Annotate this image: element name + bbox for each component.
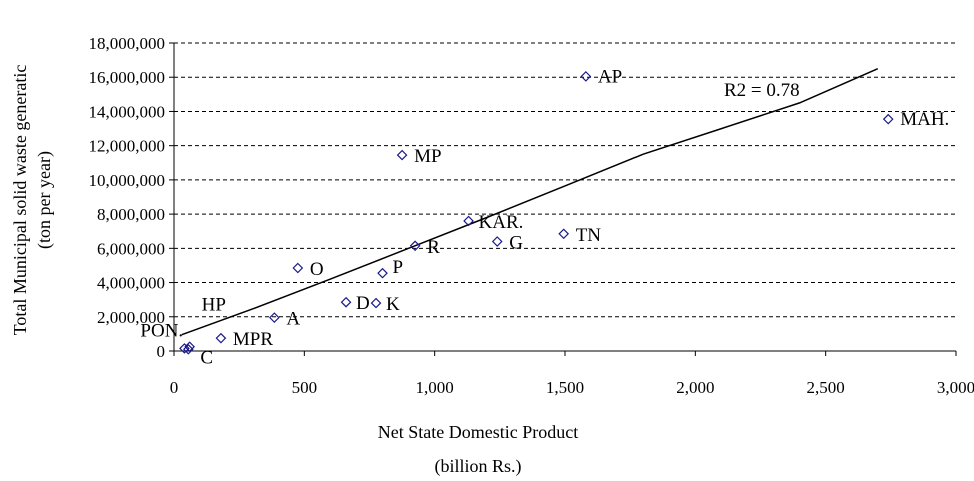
data-point-marker (491, 236, 503, 247)
data-point-marker (882, 113, 894, 125)
data-point-label: D (356, 293, 370, 314)
gridlines (174, 42, 956, 318)
y-tick-label: 14,000,000 (89, 102, 166, 121)
data-point-label: K (386, 294, 400, 315)
data-point-marker (269, 312, 280, 323)
y-tick-labels: 0 2,000,000 4,000,000 6,000,000 8,000,000 10,… (89, 34, 166, 361)
data-point-marker (370, 297, 382, 309)
data-point-label: HP (202, 295, 226, 316)
x-tick-label: 2,000 (676, 378, 714, 397)
data-point-marker (396, 149, 408, 161)
data-point-marker (580, 71, 592, 82)
data-point-marker (558, 228, 570, 240)
x-tick-label: 1,000 (416, 378, 454, 397)
x-tick-label: 0 (170, 378, 179, 397)
x-axis-title: Net State Domestic Product (378, 422, 578, 442)
data-point-marker (179, 343, 190, 354)
data-point-marker (463, 215, 474, 227)
data-point-label: C (200, 347, 213, 368)
data-point-label: PON. (140, 320, 183, 341)
data-point-label: A (286, 309, 300, 330)
data-point-label: O (310, 259, 324, 280)
data-point-marker (292, 262, 304, 274)
x-tick-label: 3,000 (937, 378, 974, 397)
data-point-label: MAH. (900, 109, 949, 130)
data-point-label: R (427, 237, 440, 258)
r-squared-annotation: R2 = 0.78 (724, 80, 800, 101)
data-point-label: G (509, 232, 523, 253)
data-point-marker (215, 332, 227, 344)
data-point-marker (184, 341, 195, 353)
data-point-marker (340, 296, 352, 308)
y-tick-label: 6,000,000 (97, 239, 165, 258)
trendline-group (181, 68, 879, 336)
x-tick-label: 1,500 (546, 378, 584, 397)
axes (169, 42, 957, 356)
data-point-label: KAR. (479, 212, 524, 233)
y-axis-title: Total Municipal solid waste generatic (10, 65, 30, 336)
data-point-marker (182, 343, 194, 355)
data-point-label: P (393, 257, 404, 278)
x-axis-subtitle: (billion Rs.) (434, 456, 521, 477)
y-tick-label: 10,000,000 (89, 171, 166, 190)
data-point-marker (409, 240, 421, 252)
data-point-label: MP (414, 146, 441, 167)
y-tick-label: 4,000,000 (97, 274, 165, 293)
y-axis-subtitle: (ton per year) (34, 151, 55, 249)
data-point-label: AP (598, 66, 622, 87)
data-point-marker (377, 267, 388, 279)
y-tick-label: 16,000,000 (89, 68, 166, 87)
y-tick-label: 18,000,000 (89, 34, 166, 53)
data-point-label: MPR (233, 329, 273, 350)
x-tick-label: 500 (292, 378, 318, 397)
trendline (181, 68, 879, 336)
y-tick-label: 8,000,000 (97, 205, 165, 224)
y-tick-label: 12,000,000 (89, 137, 166, 156)
data-point-label: TN (576, 225, 602, 246)
data-points: AP MAH. MP KAR. TN G R O P D K A MPR HP PON. C (140, 66, 949, 368)
x-tick-labels: 0 500 1,000 1,500 2,000 2,500 3,000 (170, 378, 974, 397)
y-tick-label: 2,000,000 (97, 308, 165, 327)
x-tick-label: 2,500 (807, 378, 845, 397)
y-tick-label: 0 (157, 342, 166, 361)
